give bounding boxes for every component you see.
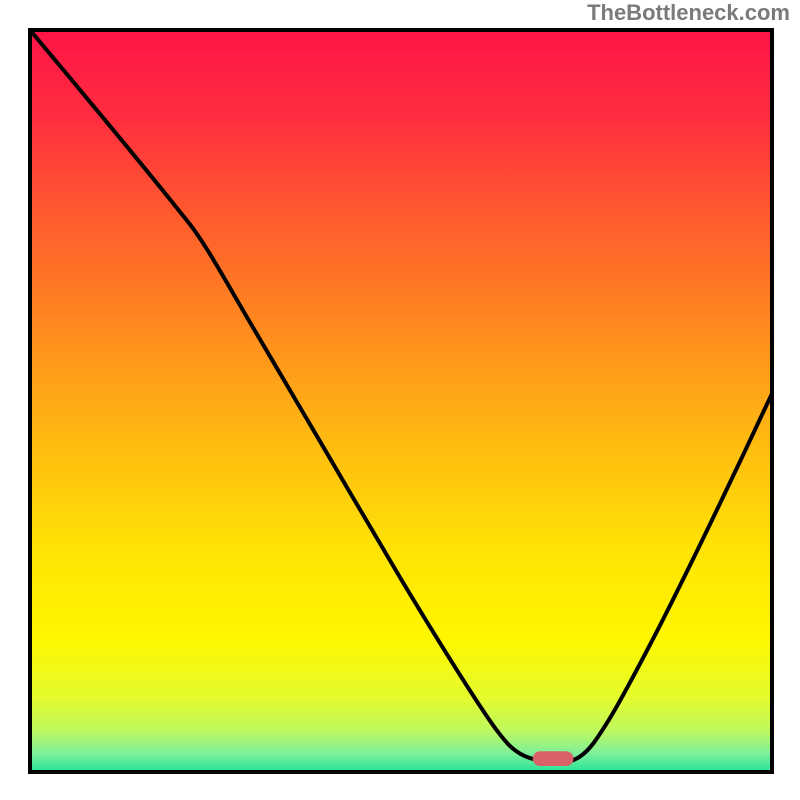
chart-container: TheBottleneck.com — [0, 0, 800, 800]
attribution-label: TheBottleneck.com — [587, 0, 790, 26]
optimal-marker — [533, 751, 574, 766]
bottleneck-chart — [0, 0, 800, 800]
gradient-background — [30, 30, 772, 772]
